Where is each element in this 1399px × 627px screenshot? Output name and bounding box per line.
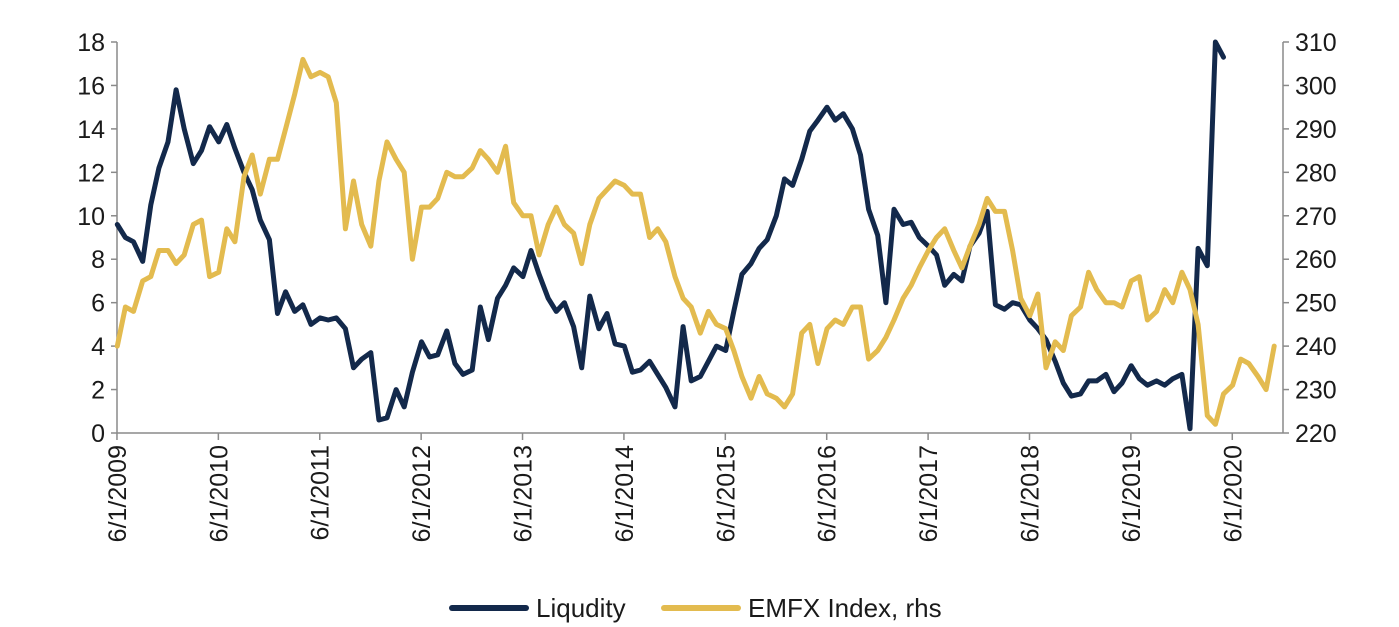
right-y-ticks: 220 230 240 250 260 270 280 290 300 310 bbox=[1283, 29, 1337, 448]
x-tick-label: 6/1/2017 bbox=[915, 445, 943, 542]
left-tick-label: 0 bbox=[91, 420, 105, 448]
right-tick-label: 240 bbox=[1295, 333, 1337, 361]
left-tick-label: 12 bbox=[77, 159, 105, 187]
x-tick-label: 6/1/2016 bbox=[814, 445, 842, 542]
liquidity-series-line bbox=[114, 39, 1226, 432]
right-tick-label: 310 bbox=[1295, 29, 1337, 57]
right-tick-label: 260 bbox=[1295, 246, 1337, 274]
left-tick-label: 8 bbox=[91, 246, 105, 274]
legend-label: Liqudity bbox=[536, 593, 626, 623]
right-tick-label: 300 bbox=[1295, 72, 1337, 100]
left-tick-label: 18 bbox=[77, 29, 105, 57]
right-tick-label: 280 bbox=[1295, 159, 1337, 187]
right-tick-label: 290 bbox=[1295, 116, 1337, 144]
legend-label: EMFX Index, rhs bbox=[748, 593, 942, 623]
left-tick-label: 16 bbox=[77, 72, 105, 100]
legend-emfx: EMFX Index, rhs bbox=[661, 593, 942, 623]
left-y-ticks: 0 2 4 6 8 10 12 14 16 18 bbox=[77, 29, 117, 448]
x-tick-label: 6/1/2011 bbox=[307, 445, 335, 540]
x-tick-label: 6/1/2020 bbox=[1219, 445, 1247, 542]
left-tick-label: 2 bbox=[91, 377, 105, 405]
axes bbox=[116, 42, 1284, 434]
x-tick-label: 6/1/2012 bbox=[408, 445, 436, 542]
x-tick-label: 6/1/2019 bbox=[1118, 445, 1146, 542]
right-tick-label: 270 bbox=[1295, 203, 1337, 231]
left-tick-label: 14 bbox=[77, 116, 105, 144]
left-tick-label: 4 bbox=[91, 333, 105, 361]
x-tick-label: 6/1/2013 bbox=[510, 445, 538, 542]
x-tick-label: 6/1/2009 bbox=[104, 445, 132, 542]
left-tick-label: 6 bbox=[91, 290, 105, 318]
x-ticks: 6/1/2009 6/1/2010 6/1/2011 6/1/2012 6/1/2013… bbox=[104, 433, 1247, 542]
legend: Liqudity EMFX Index, rhs bbox=[449, 593, 942, 623]
x-tick-label: 6/1/2015 bbox=[712, 445, 740, 542]
series-lines bbox=[114, 39, 1277, 432]
right-tick-label: 220 bbox=[1295, 420, 1337, 448]
right-tick-label: 230 bbox=[1295, 377, 1337, 405]
x-tick-label: 6/1/2014 bbox=[611, 445, 639, 542]
legend-liquidity: Liqudity bbox=[449, 593, 626, 623]
left-tick-label: 10 bbox=[77, 203, 105, 231]
right-tick-label: 250 bbox=[1295, 290, 1337, 318]
emfx-series-line bbox=[114, 56, 1277, 427]
x-tick-label: 6/1/2010 bbox=[205, 445, 233, 542]
x-tick-label: 6/1/2018 bbox=[1016, 445, 1044, 542]
